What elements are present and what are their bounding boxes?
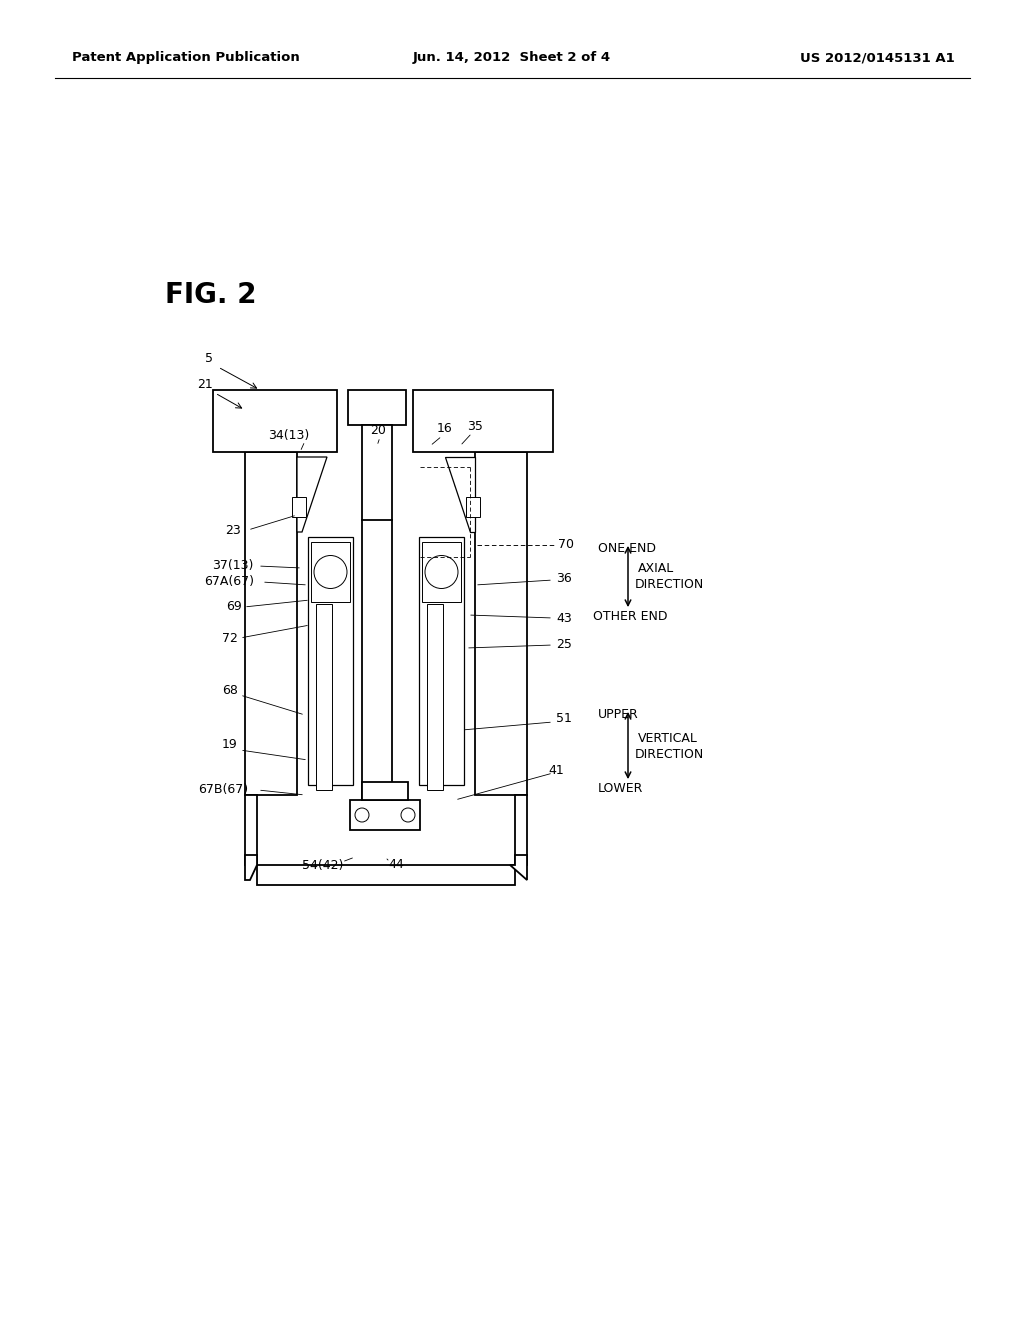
Text: 72: 72 (222, 631, 238, 644)
Polygon shape (362, 425, 392, 520)
Text: OTHER END: OTHER END (593, 610, 668, 623)
Polygon shape (413, 389, 553, 451)
Polygon shape (257, 865, 515, 884)
Text: 70: 70 (558, 539, 574, 552)
Polygon shape (316, 605, 332, 789)
Polygon shape (213, 389, 337, 451)
Polygon shape (245, 855, 257, 880)
Text: 67B(67): 67B(67) (198, 784, 248, 796)
Text: 19: 19 (222, 738, 238, 751)
Text: FIG. 2: FIG. 2 (165, 281, 256, 309)
Text: 23: 23 (225, 524, 241, 536)
Text: 69: 69 (226, 601, 242, 614)
Text: UPPER: UPPER (598, 708, 639, 721)
Text: 5: 5 (205, 351, 213, 364)
Text: 16: 16 (437, 421, 453, 434)
Text: 34(13): 34(13) (268, 429, 309, 441)
Text: 44: 44 (388, 858, 403, 871)
Text: ONE END: ONE END (598, 541, 656, 554)
Text: 43: 43 (556, 611, 571, 624)
Polygon shape (311, 543, 350, 602)
Polygon shape (510, 855, 527, 880)
Polygon shape (292, 498, 306, 517)
Text: 68: 68 (222, 684, 238, 697)
Polygon shape (419, 537, 464, 785)
Text: 37(13): 37(13) (212, 558, 253, 572)
Polygon shape (308, 537, 353, 785)
Text: 54(42): 54(42) (302, 858, 343, 871)
Text: 20: 20 (370, 424, 386, 437)
Polygon shape (297, 457, 327, 532)
Text: Patent Application Publication: Patent Application Publication (72, 51, 300, 65)
Text: 67A(67): 67A(67) (204, 576, 254, 589)
Text: 25: 25 (556, 639, 571, 652)
Polygon shape (245, 795, 257, 865)
Polygon shape (515, 795, 527, 865)
Polygon shape (445, 457, 475, 532)
Polygon shape (245, 451, 297, 795)
Text: AXIAL: AXIAL (638, 561, 674, 574)
Text: 41: 41 (548, 763, 564, 776)
Text: VERTICAL: VERTICAL (638, 731, 698, 744)
Text: DIRECTION: DIRECTION (635, 578, 705, 591)
Polygon shape (362, 781, 408, 800)
Polygon shape (422, 543, 461, 602)
Polygon shape (466, 498, 480, 517)
Polygon shape (350, 800, 420, 830)
Text: 21: 21 (197, 379, 213, 392)
Text: LOWER: LOWER (598, 781, 643, 795)
Text: 51: 51 (556, 711, 571, 725)
Text: Jun. 14, 2012  Sheet 2 of 4: Jun. 14, 2012 Sheet 2 of 4 (413, 51, 611, 65)
Polygon shape (427, 605, 443, 789)
Text: DIRECTION: DIRECTION (635, 748, 705, 762)
Polygon shape (348, 389, 406, 425)
Polygon shape (475, 451, 527, 795)
Text: 35: 35 (467, 420, 483, 433)
Text: 36: 36 (556, 572, 571, 585)
Text: US 2012/0145131 A1: US 2012/0145131 A1 (800, 51, 955, 65)
